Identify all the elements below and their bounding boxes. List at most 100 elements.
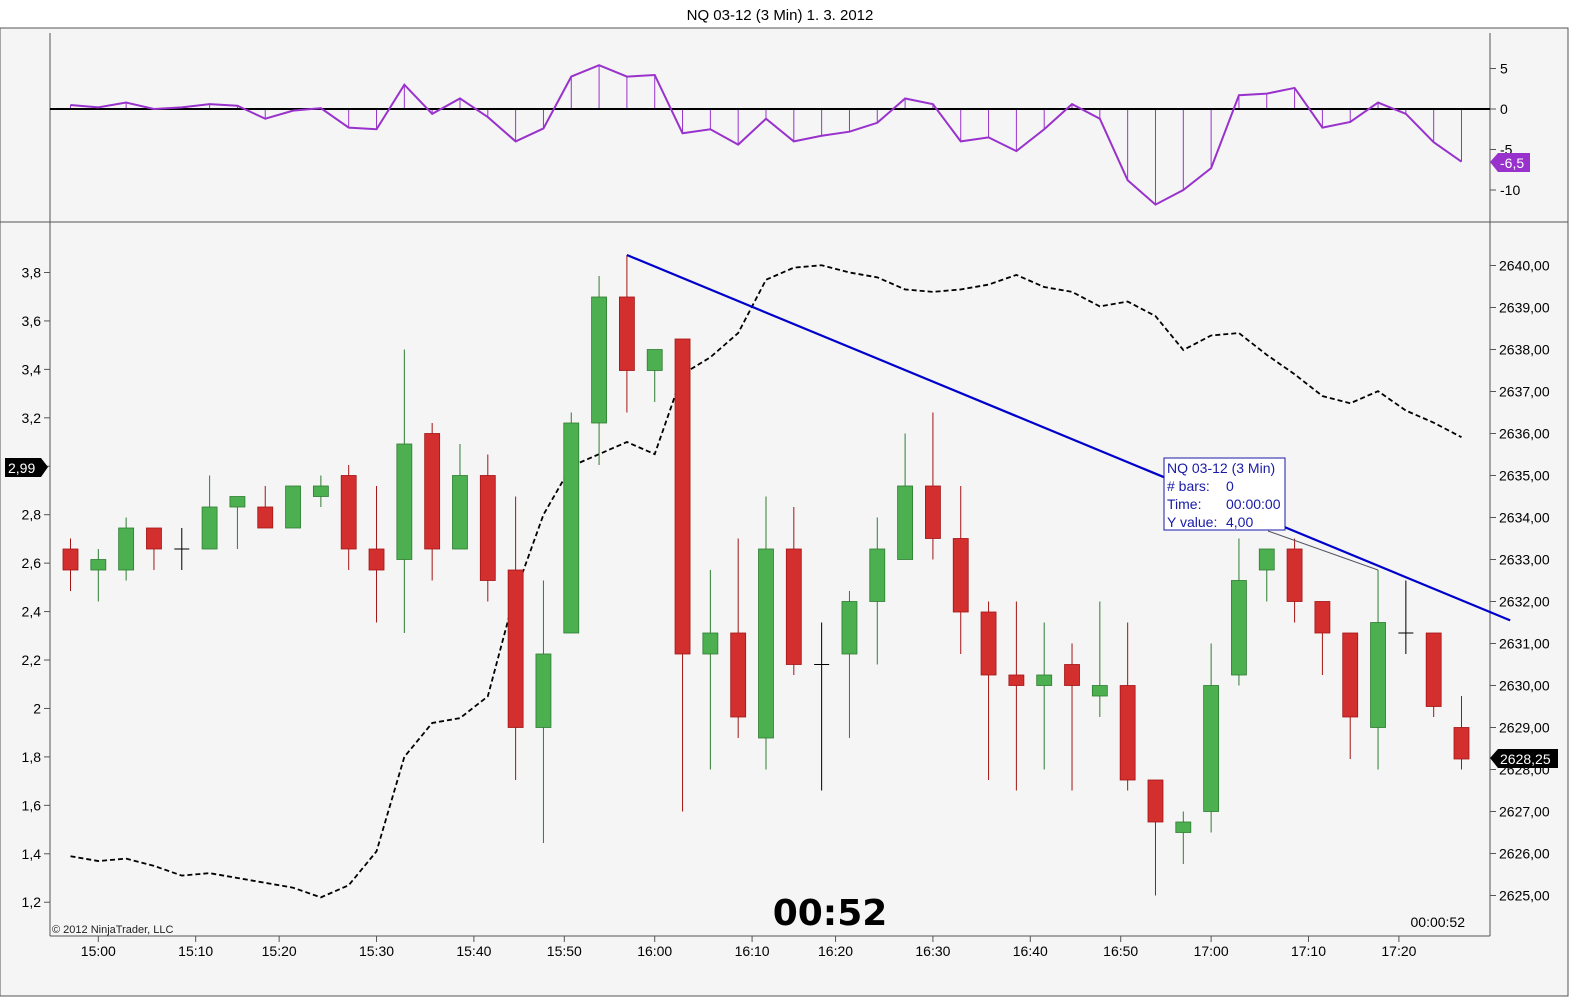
candle-up[interactable] bbox=[841, 601, 858, 655]
candle-down[interactable] bbox=[925, 485, 941, 539]
price-tick-label: 2639,00 bbox=[1499, 300, 1550, 316]
candle-down[interactable] bbox=[674, 338, 691, 655]
candle-up[interactable] bbox=[758, 548, 774, 739]
candle-up[interactable] bbox=[535, 653, 552, 728]
countdown-small: 00:00:52 bbox=[1411, 914, 1466, 930]
osc-tick-label: -10 bbox=[1500, 182, 1520, 198]
tooltip: NQ 03-12 (3 Min) # bars: 0 Time: 00:00:0… bbox=[1163, 457, 1286, 531]
time-tick-label: 15:50 bbox=[547, 943, 582, 959]
time-tick-label: 16:30 bbox=[915, 943, 950, 959]
osc-tick-label: 0 bbox=[1500, 101, 1508, 117]
candle-up[interactable] bbox=[118, 527, 135, 571]
time-tick-label: 17:10 bbox=[1291, 943, 1326, 959]
price-tick-label: 2640,00 bbox=[1499, 258, 1550, 274]
left-tick-label: 3,6 bbox=[22, 313, 42, 329]
time-tick-label: 16:20 bbox=[818, 943, 853, 959]
candle-down[interactable] bbox=[62, 548, 79, 571]
candle-down[interactable] bbox=[479, 475, 496, 581]
left-tick-label: 1,4 bbox=[22, 846, 42, 862]
candle-down[interactable] bbox=[980, 611, 997, 676]
left-tick-label: 2,4 bbox=[22, 604, 42, 620]
price-panel[interactable] bbox=[0, 221, 1569, 997]
price-tick-label: 2637,00 bbox=[1499, 384, 1550, 400]
candle-up[interactable] bbox=[869, 548, 886, 602]
candle-up[interactable] bbox=[702, 632, 719, 655]
candle-up[interactable] bbox=[1036, 674, 1053, 686]
candle-down[interactable] bbox=[257, 506, 274, 529]
candle-up[interactable] bbox=[1258, 548, 1275, 571]
candle-down[interactable] bbox=[619, 296, 635, 371]
candle-down[interactable] bbox=[1453, 727, 1470, 760]
candle-down[interactable] bbox=[1314, 601, 1331, 634]
trendline[interactable] bbox=[626, 253, 1511, 622]
candle-up[interactable] bbox=[1175, 821, 1192, 833]
candle-up[interactable] bbox=[452, 475, 468, 550]
oscillator-panel[interactable] bbox=[0, 27, 1569, 223]
left-value-text: 2,99 bbox=[8, 460, 35, 476]
candle-up[interactable] bbox=[1370, 622, 1386, 728]
right-value-text: 2628,25 bbox=[1500, 751, 1551, 767]
candle-down[interactable] bbox=[1008, 674, 1025, 686]
time-tick-label: 15:10 bbox=[178, 943, 213, 959]
candle-down[interactable] bbox=[730, 632, 747, 718]
tooltip-bars-value: 0 bbox=[1226, 478, 1234, 494]
candle-up[interactable] bbox=[591, 296, 607, 424]
chart-title: NQ 03-12 (3 Min) 1. 3. 2012 bbox=[687, 7, 874, 24]
candle-up[interactable] bbox=[646, 349, 663, 371]
left-tick-label: 1,2 bbox=[22, 894, 42, 910]
time-tick-label: 16:00 bbox=[637, 943, 672, 959]
candle-up[interactable] bbox=[1091, 685, 1108, 697]
candle-up[interactable] bbox=[897, 485, 913, 560]
candle-up[interactable] bbox=[396, 443, 413, 560]
candle-down[interactable] bbox=[1286, 548, 1303, 602]
tooltip-y-label: Y value: bbox=[1167, 514, 1217, 530]
price-tick-label: 2626,00 bbox=[1499, 846, 1550, 862]
price-tick-label: 2625,00 bbox=[1499, 888, 1550, 904]
time-tick-label: 15:30 bbox=[359, 943, 394, 959]
candle-down[interactable] bbox=[340, 475, 357, 550]
time-tick-label: 16:50 bbox=[1103, 943, 1138, 959]
candle-down[interactable] bbox=[1064, 664, 1080, 686]
price-tick-label: 2627,00 bbox=[1499, 804, 1550, 820]
candle-down[interactable] bbox=[368, 548, 385, 571]
candle-up[interactable] bbox=[229, 496, 246, 508]
price-tick-label: 2631,00 bbox=[1499, 636, 1550, 652]
candle-up[interactable] bbox=[1231, 580, 1247, 676]
time-tick-label: 16:10 bbox=[735, 943, 770, 959]
candle-up[interactable] bbox=[285, 485, 301, 529]
indicator-dashed-line bbox=[70, 264, 1462, 899]
tooltip-time-value: 00:00:00 bbox=[1226, 496, 1281, 512]
left-tick-label: 1,8 bbox=[22, 749, 42, 765]
tooltip-y-value: 4,00 bbox=[1226, 514, 1253, 530]
left-tick-label: 2,6 bbox=[22, 555, 42, 571]
time-tick-label: 17:00 bbox=[1194, 943, 1229, 959]
candle-down[interactable] bbox=[1147, 779, 1164, 823]
right-value-tag: 2628,25 bbox=[1490, 749, 1558, 768]
tooltip-time-label: Time: bbox=[1167, 496, 1201, 512]
candle-up[interactable] bbox=[563, 422, 580, 634]
countdown-big: 00:52 bbox=[773, 893, 888, 934]
candle-up[interactable] bbox=[90, 559, 107, 571]
oscillator-value-text: -6,5 bbox=[1500, 155, 1524, 171]
left-tick-label: 2,8 bbox=[22, 507, 42, 523]
candle-down[interactable] bbox=[785, 548, 802, 665]
left-tick-label: 3,2 bbox=[22, 410, 42, 426]
left-tick-label: 3,8 bbox=[22, 265, 42, 281]
time-tick-label: 16:40 bbox=[1013, 943, 1048, 959]
price-tick-label: 2635,00 bbox=[1499, 468, 1550, 484]
candle-down[interactable] bbox=[952, 538, 969, 613]
candle-up[interactable] bbox=[1203, 685, 1220, 812]
candle-down[interactable] bbox=[1119, 685, 1136, 781]
oscillator-value-tag: -6,5 bbox=[1490, 153, 1530, 172]
candle-up[interactable] bbox=[312, 485, 329, 497]
candle-down[interactable] bbox=[146, 527, 162, 550]
price-tick-label: 2633,00 bbox=[1499, 552, 1550, 568]
candle-up[interactable] bbox=[201, 506, 218, 550]
candle-down[interactable] bbox=[1425, 632, 1442, 707]
candle-down[interactable] bbox=[424, 433, 441, 550]
price-tick-label: 2636,00 bbox=[1499, 426, 1550, 442]
candle-down[interactable] bbox=[1342, 632, 1359, 718]
price-tick-label: 2632,00 bbox=[1499, 594, 1550, 610]
candle-down[interactable] bbox=[507, 569, 524, 728]
oscillator-line bbox=[70, 64, 1463, 206]
